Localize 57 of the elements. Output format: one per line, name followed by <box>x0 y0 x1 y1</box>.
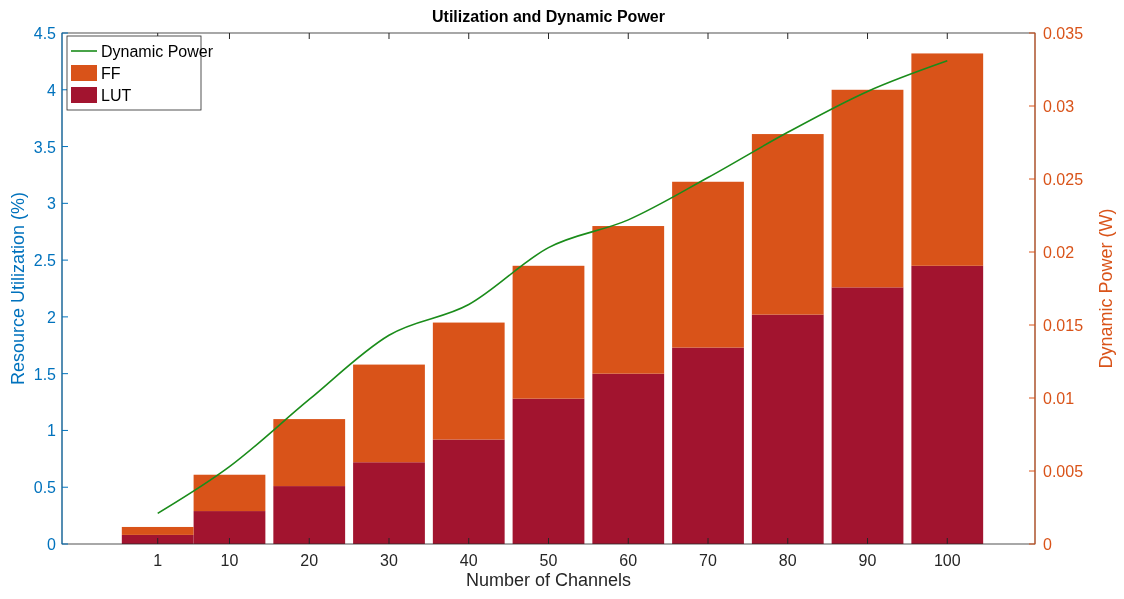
bar <box>751 314 824 544</box>
y-tick-label: 3.5 <box>33 138 57 156</box>
legend-label: LUT <box>101 87 132 104</box>
bar <box>273 419 346 487</box>
y2-tick-label: 0 <box>1043 536 1052 553</box>
bar <box>273 486 346 544</box>
y-tick-label: 2.5 <box>33 252 57 270</box>
x-tick-label: 20 <box>300 552 319 569</box>
x-tick-label: 1 <box>153 552 163 569</box>
bar <box>121 526 194 535</box>
y2-tick-label: 0.015 <box>1043 317 1084 334</box>
bar <box>831 287 904 544</box>
y-tick-label: 4 <box>47 81 57 99</box>
x-tick-label: 90 <box>858 552 877 569</box>
y-tick-label: 1 <box>47 422 57 440</box>
chart-title: Utilization and Dynamic Power <box>432 8 665 25</box>
y-tick-label: 0.5 <box>33 479 57 497</box>
bar <box>432 322 505 440</box>
bar <box>831 89 904 288</box>
x-tick-label: 70 <box>699 552 718 569</box>
bar <box>193 474 266 512</box>
bar <box>911 53 984 266</box>
y2-tick-label: 0.035 <box>1043 25 1084 42</box>
y-tick-label: 3 <box>47 195 57 213</box>
y-tick-label: 1.5 <box>33 365 57 383</box>
x-axis-title: Number of Channels <box>465 570 632 590</box>
bar <box>592 226 665 374</box>
x-tick-label: 100 <box>933 552 961 569</box>
legend-label: FF <box>101 65 121 82</box>
bar <box>512 398 585 544</box>
line-series <box>156 59 949 515</box>
bar <box>751 134 824 315</box>
x-tick-label: 10 <box>220 552 239 569</box>
y-axis-title: Resource Utilization (%) <box>8 191 28 386</box>
y-tick-label: 2 <box>47 308 57 326</box>
bar <box>353 364 425 463</box>
x-tick-label: 40 <box>459 552 478 569</box>
x-tick-label: 80 <box>778 552 797 569</box>
y-tick-label: 4.5 <box>33 25 57 42</box>
x-tick-label: 60 <box>619 552 638 569</box>
y2-tick-label: 0.005 <box>1043 463 1084 480</box>
bar <box>432 439 505 544</box>
x-tick-label: 30 <box>380 552 398 569</box>
y2-tick-label: 0.03 <box>1043 98 1075 115</box>
y2-tick-label: 0.02 <box>1043 244 1075 261</box>
bar <box>911 265 984 544</box>
y2-tick-label: 0.01 <box>1043 390 1075 407</box>
legend-label: Dynamic Power <box>101 43 214 60</box>
y2-axis-title: Dynamic Power (W) <box>1096 208 1116 369</box>
bar <box>672 347 744 544</box>
bar <box>672 181 744 348</box>
y-tick-label: 0 <box>47 536 57 553</box>
bar <box>512 265 585 399</box>
bar <box>353 462 425 544</box>
x-tick-label: 50 <box>539 552 558 569</box>
y2-tick-label: 0.025 <box>1043 171 1084 188</box>
bar <box>592 373 665 544</box>
